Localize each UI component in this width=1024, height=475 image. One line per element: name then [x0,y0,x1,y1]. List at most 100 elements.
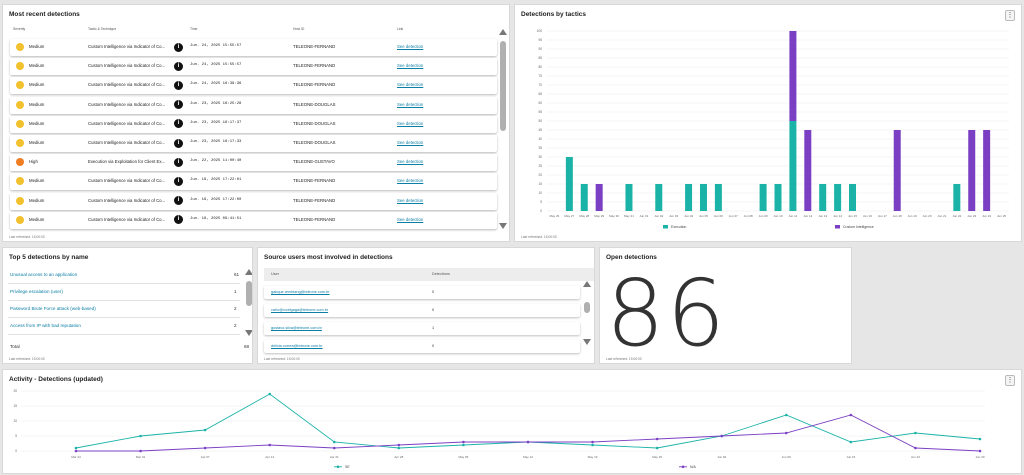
data-point[interactable] [784,413,788,417]
data-point[interactable] [139,449,142,453]
data-point[interactable] [397,443,401,447]
data-point[interactable] [720,434,724,438]
see-detection-link[interactable]: See detection [397,140,424,145]
see-detection-link[interactable]: See detection [397,216,424,222]
x-tick-label: May 28 [579,214,589,218]
data-point[interactable] [139,434,142,438]
scroll-down-icon[interactable] [245,330,252,336]
data-point[interactable] [526,440,530,444]
user-email-link[interactable]: carlo@rodrigaga@teleone.com.br [271,308,329,312]
data-point[interactable] [655,437,659,441]
table-row: Medium Custom Intelligence via Indicator … [10,192,497,210]
tactics-refreshed: Last refreshed: 15:00:00 [521,235,557,239]
data-point[interactable] [978,449,982,453]
bar-custom-intelligence[interactable] [789,31,797,121]
scroll-up-icon[interactable] [583,281,591,287]
info-icon[interactable]: i [174,157,183,167]
y-tick-label: 70 [538,83,542,87]
data-point[interactable] [74,449,78,453]
data-point[interactable] [462,440,465,444]
legend-marker [336,465,340,469]
bar-execution[interactable] [565,157,573,211]
top5-item-link[interactable]: Access from IP with bad reputation [10,323,81,328]
bar-execution[interactable] [685,184,693,211]
scroll-down-icon[interactable] [583,339,591,345]
top5-scrollbar[interactable] [246,281,252,306]
bar-custom-intelligence[interactable] [968,130,976,211]
user-email-link[interactable]: gabque.rembiang@teleone.com.br [271,290,330,294]
data-point[interactable] [978,437,982,441]
bar-custom-intelligence[interactable] [804,130,812,211]
bar-execution[interactable] [714,184,722,211]
see-detection-link[interactable]: See detection [397,63,424,69]
see-detection-link[interactable]: See detection [397,159,424,165]
see-detection-link[interactable]: See detection [397,197,424,203]
more-options-icon[interactable]: ⋮ [1005,375,1015,386]
col-detections: Detections [432,272,450,276]
see-detection-link[interactable]: See detection [397,120,424,126]
bar-execution[interactable] [849,184,857,211]
scroll-up-icon[interactable] [499,29,507,35]
scroll-up-icon[interactable] [245,269,252,275]
top5-item-link[interactable]: Unusual access to an application [10,272,78,277]
more-options-icon[interactable]: ⋮ [1005,10,1015,21]
bar-execution[interactable] [699,184,707,211]
data-point[interactable] [914,446,917,450]
data-point[interactable] [914,431,917,435]
y-tick-label: 0 [15,449,17,453]
data-point[interactable] [268,443,272,447]
bar-execution[interactable] [580,184,588,211]
scroll-down-icon[interactable] [499,223,507,229]
see-detection-link[interactable]: See detection [397,82,424,88]
data-point[interactable] [591,440,594,444]
top5-item-link[interactable]: Privilege escalation (user) [10,289,63,294]
data-point[interactable] [591,443,594,447]
x-tick-label: Mar 31 [136,455,146,459]
data-point[interactable] [462,443,465,447]
see-detection-link[interactable]: See detection [397,44,424,49]
info-icon[interactable]: i [174,196,183,206]
info-icon[interactable]: i [174,138,183,148]
see-detection-link[interactable]: See detection [397,101,424,107]
info-icon[interactable]: i [174,215,183,225]
data-point[interactable] [849,413,853,417]
user-email-link[interactable]: delicia.correa@teleone.com.br [271,344,323,348]
users-scrollbar[interactable] [584,302,590,313]
bar-execution[interactable] [953,184,961,211]
info-icon[interactable]: i [174,119,183,129]
data-point[interactable] [397,446,401,450]
data-point[interactable] [849,440,853,444]
bar-custom-intelligence[interactable] [983,130,991,211]
info-icon[interactable]: i [174,61,183,71]
recent-scrollbar[interactable] [500,41,506,131]
bar-execution[interactable] [655,184,663,211]
bar-custom-intelligence[interactable] [893,130,901,211]
info-icon[interactable]: i [174,100,183,110]
bar-execution[interactable] [625,184,633,211]
info-icon[interactable]: i [174,80,183,90]
bar-execution[interactable] [834,184,842,211]
data-point[interactable] [203,446,207,450]
info-icon[interactable]: i [174,42,183,52]
see-detection-link[interactable]: See detection [397,178,424,184]
detection-time: Jun. 18, 2025 09:41:51 [190,216,242,221]
data-point[interactable] [74,446,78,450]
x-tick-label: Jun 11 [789,214,798,218]
top5-item-link[interactable]: Password Brute Force attack (web-based) [10,306,96,311]
bar-execution[interactable] [819,184,827,211]
data-point[interactable] [784,431,788,435]
data-point[interactable] [655,446,659,450]
info-icon[interactable]: i [174,176,183,186]
bar-execution[interactable] [759,184,767,211]
x-tick-label: Jun 22 [952,214,961,218]
data-point[interactable] [332,446,336,450]
data-point[interactable] [203,428,207,432]
bar-execution[interactable] [774,184,782,211]
bar-execution[interactable] [789,121,797,211]
data-point[interactable] [332,440,336,444]
data-point[interactable] [268,392,272,396]
x-tick-label: May 26 [652,455,662,459]
y-tick-label: 20 [13,389,17,393]
user-email-link[interactable]: gustavo.silva@teleone.com.br [271,326,322,330]
bar-custom-intelligence[interactable] [595,184,603,211]
